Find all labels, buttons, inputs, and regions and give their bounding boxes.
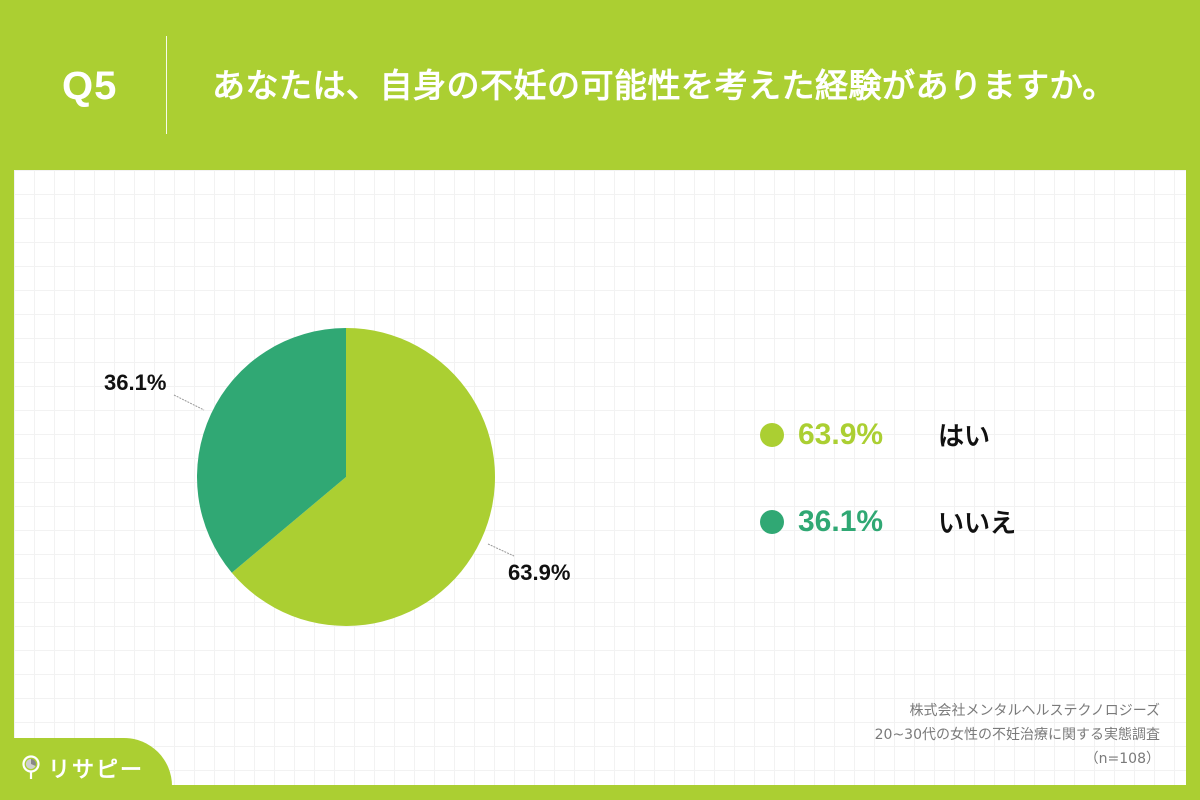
logo-text: リサピー — [48, 758, 145, 783]
source-survey: 20~30代の女性の不妊治療に関する実態調査 — [874, 727, 1160, 743]
pie-chart — [173, 328, 515, 626]
legend-label: いいえ — [938, 509, 1017, 539]
legend-item-yes: 63.9% はい — [760, 416, 990, 453]
pie-label-no: 36.1% — [104, 370, 167, 395]
legend-percent: 36.1% — [798, 504, 884, 538]
leader-line-yes — [487, 543, 515, 557]
header: Q5 あなたは、自身の不妊の可能性を考えた経験がありますか。 — [0, 0, 1200, 170]
pie-slice-yes — [231, 328, 495, 626]
legend-item-no: 36.1% いいえ — [760, 503, 1016, 540]
legend-percent: 63.9% — [798, 417, 884, 451]
question-number: Q5 — [62, 64, 118, 108]
pin-chart-icon — [22, 755, 40, 779]
legend-dot-icon — [760, 509, 784, 534]
legend-label: はい — [938, 422, 991, 452]
chart-panel: 36.1% 63.9% 63.9% はい 36.1% いいえ 株式会社メンタルヘ… — [14, 170, 1186, 785]
pie-label-yes: 63.9% — [508, 560, 571, 585]
source-note: 株式会社メンタルヘルステクノロジーズ 20~30代の女性の不妊治療に関する実態調… — [875, 699, 1160, 771]
question-title: あなたは、自身の不妊の可能性を考えた経験がありますか。 — [212, 66, 1116, 105]
source-company: 株式会社メンタルヘルステクノロジーズ — [909, 703, 1160, 719]
pie-slice-no — [197, 328, 346, 573]
logo-tab — [0, 738, 172, 800]
logo: リサピー — [22, 752, 144, 784]
header-divider — [166, 36, 167, 134]
legend-dot-icon — [760, 422, 784, 447]
source-sample-size: （n=108） — [1084, 751, 1160, 767]
leader-line-no — [173, 394, 205, 411]
